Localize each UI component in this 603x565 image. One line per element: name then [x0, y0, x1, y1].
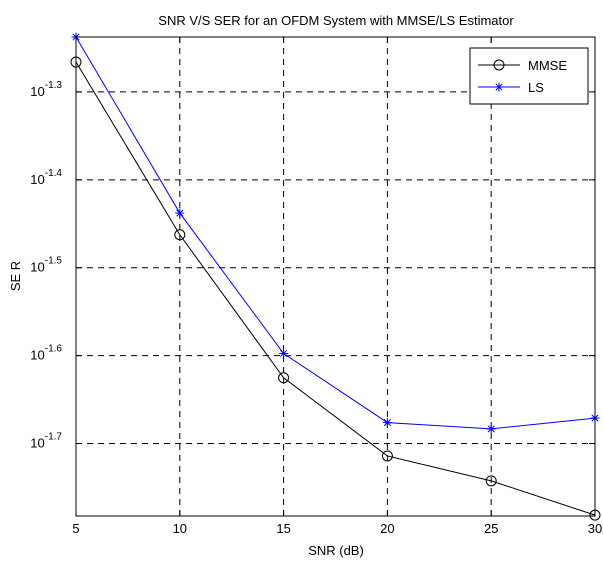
data-point-marker — [278, 372, 290, 384]
data-point-marker — [174, 229, 186, 241]
x-tick-label: 30 — [588, 521, 602, 536]
legend-item: LS — [478, 80, 544, 95]
data-point-marker — [485, 475, 497, 487]
legend-box — [469, 47, 589, 105]
marker-stroke — [495, 83, 503, 91]
y-axis-label: SE R — [8, 261, 23, 291]
y-tick-label: 10-1.6 — [30, 344, 62, 363]
y-tick-label: 10-1.3 — [30, 80, 62, 99]
plot-area — [76, 37, 595, 516]
data-point-marker — [493, 59, 505, 71]
legend: MMSE LS — [469, 47, 589, 105]
marker-stroke — [383, 419, 391, 427]
data-point-marker — [494, 82, 504, 92]
data-point-marker — [486, 424, 496, 434]
data-point-marker — [279, 348, 289, 358]
ticks — [75, 37, 596, 516]
y-tick-label: 10-1.5 — [30, 256, 62, 275]
x-tick-label: 5 — [72, 521, 79, 536]
x-axis-label: SNR (dB) — [308, 543, 364, 558]
legend-label: MMSE — [528, 58, 567, 73]
series-mmse — [70, 56, 601, 521]
x-tick-label: 10 — [173, 521, 187, 536]
marker-stroke — [487, 425, 495, 433]
series-line — [75, 36, 596, 430]
tick-labels: 5 10 15 20 25 30 10-1.3 10-1.4 10-1.5 10-1.6 10-1.… — [30, 80, 602, 536]
data-point-marker — [381, 450, 393, 462]
series-line — [75, 61, 596, 516]
marker-stroke — [176, 209, 184, 217]
x-tick-label: 15 — [276, 521, 290, 536]
plot-frame — [75, 36, 596, 517]
data-point-marker — [382, 418, 392, 428]
chart-title: SNR V/S SER for an OFDM System with MMSE… — [158, 13, 514, 28]
x-tick-label: 20 — [380, 521, 394, 536]
legend-label: LS — [528, 80, 544, 95]
y-tick-label: 10-1.7 — [30, 431, 62, 450]
legend-item: MMSE — [478, 58, 567, 73]
y-tick-label: 10-1.4 — [30, 168, 62, 187]
data-point-marker — [175, 208, 185, 218]
x-tick-label: 25 — [484, 521, 498, 536]
marker-stroke — [280, 349, 288, 358]
